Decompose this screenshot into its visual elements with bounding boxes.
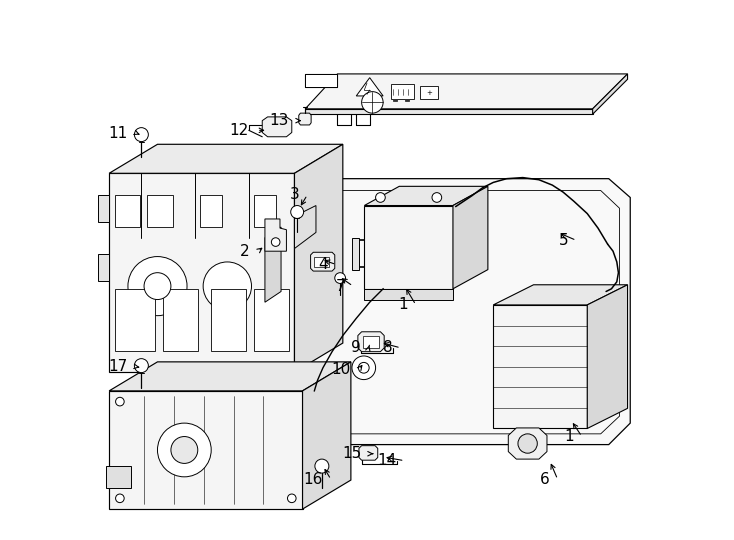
Bar [393,99,397,101]
Polygon shape [294,144,343,372]
Text: 9: 9 [351,340,360,355]
Polygon shape [356,78,383,96]
Text: 13: 13 [269,113,289,128]
Circle shape [134,127,148,141]
Bar [404,99,409,101]
Polygon shape [262,179,631,444]
Polygon shape [109,391,302,509]
Text: 1: 1 [564,429,574,444]
Polygon shape [262,117,292,137]
Bar [115,195,140,227]
Circle shape [291,206,304,218]
Text: 12: 12 [230,123,249,138]
Bar [163,289,197,350]
Circle shape [358,362,369,373]
Polygon shape [592,74,628,114]
Polygon shape [364,289,453,300]
Polygon shape [587,285,628,428]
Polygon shape [273,191,619,434]
Polygon shape [453,186,488,289]
Circle shape [315,459,329,473]
Text: 11: 11 [109,125,128,140]
Polygon shape [109,173,294,372]
Circle shape [128,256,187,316]
Circle shape [115,397,124,406]
Polygon shape [359,446,378,460]
Polygon shape [364,186,488,206]
Bar [420,86,438,99]
Text: 4: 4 [319,257,328,272]
Bar [254,195,276,227]
Polygon shape [352,238,359,270]
Polygon shape [364,206,453,289]
Text: 8: 8 [383,340,393,355]
Polygon shape [265,219,286,251]
Circle shape [203,262,252,310]
Bar [200,195,222,227]
Polygon shape [493,285,628,305]
Circle shape [376,193,385,202]
Text: 5: 5 [559,233,568,248]
Bar [391,84,414,99]
Polygon shape [98,254,109,281]
Polygon shape [358,332,384,352]
Polygon shape [294,206,316,248]
Polygon shape [493,305,587,428]
Text: 10: 10 [332,362,351,377]
Circle shape [352,356,376,380]
Text: 16: 16 [304,472,323,487]
Polygon shape [98,195,109,221]
Polygon shape [265,227,281,302]
Text: +: + [426,90,432,96]
Bar [115,289,155,350]
Circle shape [134,359,148,373]
Polygon shape [106,466,131,488]
Text: 3: 3 [289,187,299,202]
Bar [314,256,330,267]
Text: 15: 15 [342,446,362,461]
Polygon shape [299,113,311,125]
Polygon shape [305,109,592,114]
Polygon shape [302,362,351,509]
Polygon shape [310,252,335,271]
Polygon shape [508,428,547,459]
Circle shape [335,273,346,284]
Circle shape [115,494,124,503]
Text: 1: 1 [399,298,408,313]
Text: 7: 7 [335,279,345,294]
Text: 6: 6 [540,472,550,487]
Circle shape [432,193,442,202]
Circle shape [171,436,197,463]
Polygon shape [305,74,628,109]
Text: 2: 2 [240,244,250,259]
Circle shape [288,494,296,503]
Circle shape [362,92,383,113]
Polygon shape [109,144,343,173]
Bar [363,336,379,348]
Bar [211,289,246,350]
Circle shape [144,273,171,300]
Polygon shape [109,362,351,391]
Circle shape [158,423,211,477]
Circle shape [518,434,537,453]
Bar [254,289,289,350]
Text: 17: 17 [109,359,128,374]
Polygon shape [305,74,338,87]
Text: 14: 14 [377,453,396,468]
Bar [147,195,172,227]
Circle shape [272,238,280,246]
